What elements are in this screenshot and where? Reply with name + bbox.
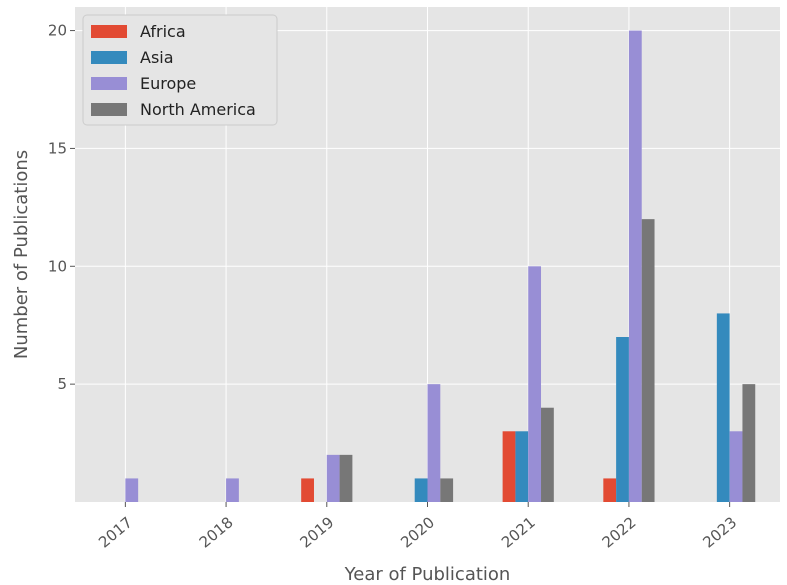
y-axis-label: Number of Publications [11, 150, 32, 359]
y-tick-label: 20 [48, 22, 67, 40]
x-tick-label: 2020 [397, 513, 438, 551]
x-tick-label: 2022 [599, 513, 640, 551]
legend-swatch [91, 51, 127, 64]
bar-north-america-2019 [339, 454, 353, 502]
x-axis-label: Year of Publication [344, 564, 511, 585]
bar-europe-2017 [125, 478, 139, 502]
bars [125, 30, 756, 502]
y-tick-label: 10 [48, 257, 67, 275]
bar-asia-2022 [616, 337, 629, 502]
x-tick-label: 2021 [498, 513, 539, 551]
y-tick-label: 15 [48, 139, 67, 157]
bar-europe-2022 [628, 30, 642, 502]
bar-asia-2020 [414, 478, 428, 502]
legend: Africa Asia Europe North America [82, 14, 278, 126]
bar-europe-2020 [427, 384, 441, 502]
legend-label: Europe [140, 74, 196, 93]
x-axis-ticks: 2017 2018 2019 2020 2021 2022 2023 [95, 502, 740, 552]
y-tick-label: 5 [57, 375, 67, 393]
legend-swatch [91, 103, 127, 116]
x-tick-label: 2019 [297, 513, 338, 551]
bar-north-america-2023 [742, 384, 756, 502]
bar-asia-2023 [716, 313, 730, 502]
bar-africa-2019 [301, 478, 314, 502]
bar-asia-2021 [515, 431, 529, 502]
x-tick-label: 2017 [95, 513, 136, 551]
bar-north-america-2022 [641, 219, 655, 502]
bar-europe-2019 [326, 454, 340, 502]
legend-label: North America [140, 100, 256, 119]
bar-africa-2021 [502, 431, 516, 502]
bar-europe-2023 [729, 431, 743, 502]
bar-africa-2022 [603, 478, 617, 502]
bar-europe-2018 [226, 478, 239, 502]
legend-box [82, 14, 278, 126]
bar-north-america-2020 [440, 478, 454, 502]
bar-north-america-2021 [541, 407, 554, 502]
legend-label: Africa [140, 22, 186, 41]
bar-europe-2021 [528, 266, 542, 502]
legend-label: Asia [140, 48, 174, 67]
x-tick-label: 2018 [196, 513, 237, 551]
legend-swatch [91, 25, 127, 38]
legend-swatch [91, 77, 127, 90]
x-tick-label: 2023 [699, 513, 740, 551]
y-axis-ticks: 5 10 15 20 [48, 22, 75, 393]
